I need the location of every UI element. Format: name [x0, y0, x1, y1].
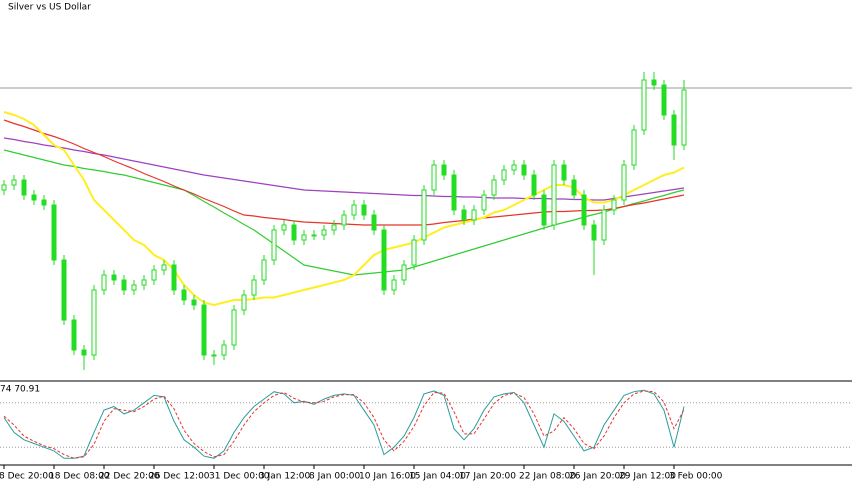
candle-body [411, 239, 417, 266]
indicator-label: 74 70.91 [0, 385, 40, 395]
candle-body [181, 289, 187, 301]
x-tick-label: 26 Dec 12:00 [149, 472, 210, 482]
candle-body [621, 164, 627, 201]
x-tick-label: 31 Dec 00:00 [209, 472, 270, 482]
candle-body [91, 289, 97, 356]
oscillator-line [3, 390, 685, 459]
candle-body [671, 114, 677, 146]
candle-body [391, 279, 397, 291]
candle-body [401, 264, 407, 281]
x-tick-label: 3 Jan 12:00 [259, 472, 311, 482]
candle-body [461, 209, 467, 221]
candle-body [161, 264, 167, 271]
chart-title: Silver vs US Dollar [8, 3, 91, 13]
candle-body [81, 349, 87, 356]
moving-average [3, 149, 685, 276]
candle-body [131, 284, 137, 291]
candle-body [521, 164, 527, 176]
candle-body [21, 179, 27, 196]
candle-body [531, 174, 537, 196]
candle-body [441, 164, 447, 176]
x-tick-label: 29 Jan 12:00 [619, 472, 676, 482]
candle-body [281, 224, 287, 231]
candle-body [271, 229, 277, 261]
x-tick-label: 15 Jan 04:00 [409, 472, 466, 482]
candle-body [261, 259, 267, 281]
candle-body [121, 279, 127, 291]
candle-body [541, 194, 547, 226]
candle-body [651, 79, 657, 86]
candle-body [481, 194, 487, 211]
candle-body [231, 309, 237, 346]
candle-body [561, 164, 567, 181]
candle-body [631, 129, 637, 166]
candle-body [151, 269, 157, 281]
candle-body [11, 179, 17, 186]
candle-body [681, 89, 687, 146]
x-tick-label: 22 Jan 08:00 [519, 472, 576, 482]
x-tick-label: 17 Jan 20:00 [459, 472, 516, 482]
candle-body [201, 304, 207, 356]
moving-average [3, 137, 685, 201]
candle-body [421, 189, 427, 241]
candle-body [361, 204, 367, 216]
candle-body [511, 164, 517, 171]
candle-body [491, 179, 497, 196]
candle-body [171, 264, 177, 291]
candle-body [331, 224, 337, 231]
candle-body [571, 179, 577, 196]
x-tick-label: 3 Feb 00:00 [669, 472, 723, 482]
candle-body [431, 164, 437, 191]
candle-body [451, 174, 457, 211]
candle-body [191, 299, 197, 306]
x-tick-label: 8 Jan 00:00 [309, 472, 361, 482]
x-tick-label: 26 Jan 20:00 [569, 472, 626, 482]
oscillator-line [3, 389, 685, 459]
candle-body [641, 79, 647, 131]
candle-body [601, 209, 607, 241]
moving-average [3, 111, 685, 307]
candle-body [661, 84, 667, 116]
candle-body [111, 274, 117, 281]
candle-body [241, 294, 247, 311]
candle-body [311, 234, 317, 237]
candle-body [371, 214, 377, 231]
candle-body [321, 229, 327, 236]
candle-body [301, 234, 307, 241]
candle-body [61, 259, 67, 321]
candle-body [611, 199, 617, 211]
candle-body [101, 274, 107, 291]
candle-body [41, 199, 47, 206]
candle-body [591, 224, 597, 241]
candle-body [1, 184, 7, 191]
candle-body [351, 204, 357, 216]
candle-body [31, 194, 37, 201]
candle-body [51, 204, 57, 261]
candle-body [141, 279, 147, 286]
candle-body [581, 194, 587, 226]
candle-body [381, 229, 387, 291]
candle-body [551, 164, 557, 226]
x-tick-label: 10 Jan 16:00 [359, 472, 416, 482]
x-tick-label: 22 Dec 20:00 [99, 472, 160, 482]
candle-body [291, 224, 297, 241]
candle-body [471, 209, 477, 221]
candle-body [221, 344, 227, 356]
x-tick-label: 18 Dec 08:00 [49, 472, 110, 482]
candle-body [341, 214, 347, 226]
x-tick-label: 8 Dec 20:00 [0, 472, 54, 482]
candle-body [501, 169, 507, 181]
candle-body [251, 279, 257, 296]
candle-body [211, 354, 217, 357]
candle-body [71, 319, 77, 351]
